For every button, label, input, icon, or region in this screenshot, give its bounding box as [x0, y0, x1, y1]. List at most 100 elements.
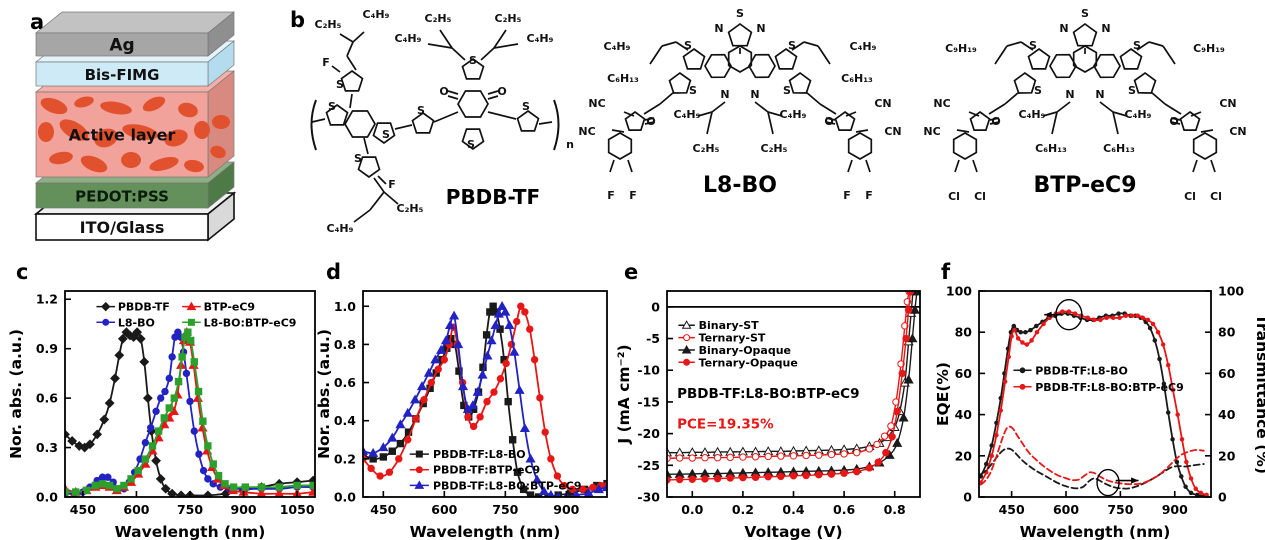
- x-tick-label: 750: [1107, 502, 1133, 517]
- x-tick-label: 900: [553, 502, 579, 517]
- bond: [363, 137, 369, 155]
- marker: [1034, 329, 1040, 335]
- atom-label: F: [388, 178, 396, 191]
- marker: [904, 306, 913, 314]
- marker: [457, 381, 469, 391]
- atom-label: CN: [884, 125, 901, 138]
- layer-front-face: [35, 61, 209, 87]
- marker: [368, 447, 379, 457]
- atom-label: O: [497, 85, 506, 98]
- marker: [65, 488, 69, 496]
- bond: [611, 129, 625, 133]
- bond: [1190, 111, 1202, 117]
- bond: [845, 111, 857, 117]
- bond: [972, 159, 978, 173]
- blob: [210, 145, 226, 159]
- series-L8-BO: [65, 331, 315, 495]
- legend-label: PBDB-TF: [118, 301, 170, 314]
- marker: [531, 474, 543, 484]
- marker: [404, 436, 412, 444]
- marker: [148, 442, 157, 450]
- marker: [998, 408, 1004, 413]
- bond: [659, 91, 675, 105]
- marker: [141, 438, 150, 447]
- atom-label: C₂H₅: [495, 12, 522, 25]
- blob: [49, 151, 73, 165]
- atom-label: O: [439, 85, 448, 98]
- bond: [817, 45, 831, 65]
- y-axis-label: J (mA cm⁻²): [615, 344, 633, 444]
- ring: [340, 69, 364, 92]
- bond: [1056, 101, 1071, 113]
- bond: [661, 41, 677, 47]
- atom-label: C₂H₅: [397, 202, 424, 215]
- atom-label: C₄H₉: [1019, 108, 1046, 121]
- marker: [477, 369, 488, 379]
- y-tick-label: 20: [955, 448, 973, 463]
- ring: [411, 111, 435, 134]
- atom-label: C₂H₅: [693, 142, 720, 155]
- x-tick-label: 600: [1053, 502, 1079, 517]
- ring: [727, 45, 753, 73]
- marker: [667, 468, 673, 478]
- atom-label: C₄H₉: [674, 108, 701, 121]
- blob: [194, 121, 210, 139]
- legend-label: PBDB-TF:BTP-eC9: [433, 464, 540, 477]
- atom-label: C₄H₉: [1125, 108, 1152, 121]
- bond: [1006, 41, 1022, 47]
- marker: [530, 355, 539, 364]
- x-tick-label: 900: [231, 502, 257, 517]
- marker: [1110, 315, 1116, 321]
- device-layer-label: Ag: [109, 36, 134, 56]
- marker: [1117, 315, 1122, 321]
- marker: [427, 378, 436, 387]
- series-EQE PBDB-TF:L8-BO: [979, 312, 1207, 497]
- y-tick-label: -5: [646, 331, 660, 346]
- molecule-pbdb-tf: C₂H₅C₄H₉FSSSSFC₂H₅C₄H₉SC₂H₅C₄H₉C₂H₅C₄H₉S…: [310, 8, 574, 235]
- marker: [178, 353, 186, 361]
- marker: [174, 377, 183, 386]
- marker: [1170, 437, 1175, 442]
- plot-area: [363, 301, 607, 497]
- marker: [1129, 313, 1135, 318]
- marker: [379, 453, 388, 461]
- atom-label: S: [1029, 39, 1037, 52]
- marker: [553, 472, 562, 480]
- bond: [623, 111, 635, 117]
- atom-label: N: [1065, 88, 1074, 101]
- marker: [1034, 323, 1039, 329]
- marker: [1098, 317, 1103, 323]
- blob: [164, 129, 188, 147]
- layer-top-face: [35, 11, 235, 34]
- atom-label: S: [354, 152, 362, 165]
- ring: [1013, 71, 1037, 94]
- bond: [627, 159, 633, 173]
- marker: [1179, 474, 1184, 479]
- marker: [85, 439, 95, 450]
- marker: [589, 483, 597, 492]
- y-tick-label: -10: [637, 363, 660, 378]
- marker: [186, 301, 197, 311]
- atom-label: O: [1169, 115, 1178, 128]
- marker: [713, 474, 722, 483]
- atom-label: C₆H₁₃: [1103, 142, 1135, 155]
- marker: [764, 473, 772, 481]
- marker: [892, 437, 903, 447]
- marker: [764, 452, 772, 461]
- axes-frame: [978, 290, 1212, 498]
- ring: [357, 156, 381, 179]
- atom-label: C₉H₁₉: [945, 42, 977, 55]
- bond: [1148, 41, 1164, 47]
- y-tick-label-right: 60: [1218, 366, 1236, 381]
- marker: [376, 472, 384, 480]
- marker: [789, 452, 798, 460]
- y-tick-label: 1.0: [334, 299, 356, 314]
- bond: [427, 43, 453, 49]
- blob: [100, 101, 132, 115]
- panel-letter-c: c: [16, 260, 29, 284]
- marker: [526, 325, 534, 333]
- ring: [774, 47, 798, 70]
- bond: [767, 111, 774, 135]
- marker: [104, 473, 112, 481]
- marker: [1060, 309, 1065, 314]
